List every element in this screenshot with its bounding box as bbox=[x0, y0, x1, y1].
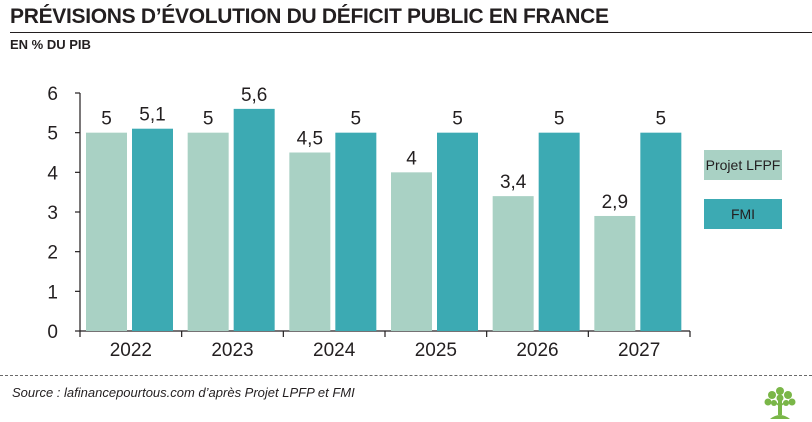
legend-label: FMI bbox=[731, 206, 755, 222]
data-label: 5 bbox=[452, 109, 463, 130]
data-label: 5 bbox=[656, 109, 667, 130]
legend-label: Projet LFPF bbox=[706, 157, 781, 173]
x-tick-label: 2024 bbox=[313, 340, 356, 361]
bar-lfpf-2022 bbox=[86, 132, 127, 331]
legend-swatch-fmi bbox=[704, 199, 782, 229]
y-tick-label: 1 bbox=[47, 282, 58, 303]
x-tick-label: 2026 bbox=[516, 340, 558, 361]
y-axis: 0 1 2 3 4 5 6 bbox=[47, 84, 81, 343]
bar-lfpf-2027 bbox=[594, 215, 636, 331]
bar-lfpf-2026 bbox=[492, 196, 534, 331]
data-label: 5 bbox=[203, 109, 214, 130]
bar-fmi-2027 bbox=[640, 132, 682, 331]
title-divider bbox=[10, 32, 812, 33]
data-label: 5 bbox=[554, 109, 565, 130]
bar-lfpf-2023 bbox=[187, 132, 229, 331]
x-axis: 2022 2023 2024 2025 2026 2027 bbox=[80, 330, 691, 361]
data-label: 4,5 bbox=[297, 129, 323, 150]
source-note: Source : lafinancepourtous.com d’après P… bbox=[12, 385, 355, 400]
bar-lfpf-2025 bbox=[391, 172, 432, 331]
y-tick-label: 0 bbox=[47, 322, 58, 343]
bar-fmi-2022 bbox=[132, 128, 173, 331]
bar-chart: 0 1 2 3 4 5 6 2022 2023 2024 2025 2026 2027 5 5,1 5 5,… bbox=[47, 84, 782, 361]
value-labels: 5 5,1 5 5,6 4,5 5 4 5 3,4 5 2,9 5 bbox=[101, 85, 666, 213]
y-tick-label: 6 bbox=[47, 84, 58, 105]
bar-fmi-2026 bbox=[538, 132, 580, 331]
y-tick-label: 3 bbox=[47, 203, 58, 224]
y-tick-label: 2 bbox=[47, 243, 58, 264]
data-label: 5 bbox=[351, 109, 362, 130]
chart-subtitle: EN % DU PIB bbox=[10, 37, 91, 52]
bars bbox=[86, 108, 682, 331]
chart-title: PRÉVISIONS D’ÉVOLUTION DU DÉFICIT PUBLIC… bbox=[10, 5, 609, 28]
x-tick-label: 2025 bbox=[415, 340, 457, 361]
x-tick-label: 2022 bbox=[110, 340, 152, 361]
bar-fmi-2023 bbox=[233, 108, 275, 331]
data-label: 5,6 bbox=[241, 85, 267, 106]
data-label: 5,1 bbox=[139, 105, 165, 126]
bar-fmi-2025 bbox=[437, 132, 478, 331]
legend-swatch-lfpf bbox=[704, 150, 782, 180]
x-tick-label: 2027 bbox=[618, 340, 660, 361]
y-tick-label: 4 bbox=[47, 163, 58, 184]
data-label: 5 bbox=[101, 109, 112, 130]
bar-lfpf-2024 bbox=[289, 152, 331, 331]
x-tick-label: 2023 bbox=[211, 340, 253, 361]
data-label: 4 bbox=[406, 148, 417, 169]
source-divider bbox=[0, 375, 812, 376]
y-tick-label: 5 bbox=[47, 124, 58, 145]
tree-logo-icon bbox=[764, 387, 796, 419]
data-label: 2,9 bbox=[602, 192, 628, 213]
bar-fmi-2024 bbox=[335, 132, 377, 331]
data-label: 3,4 bbox=[500, 172, 527, 193]
legend: Projet LFPF FMI bbox=[704, 150, 782, 229]
